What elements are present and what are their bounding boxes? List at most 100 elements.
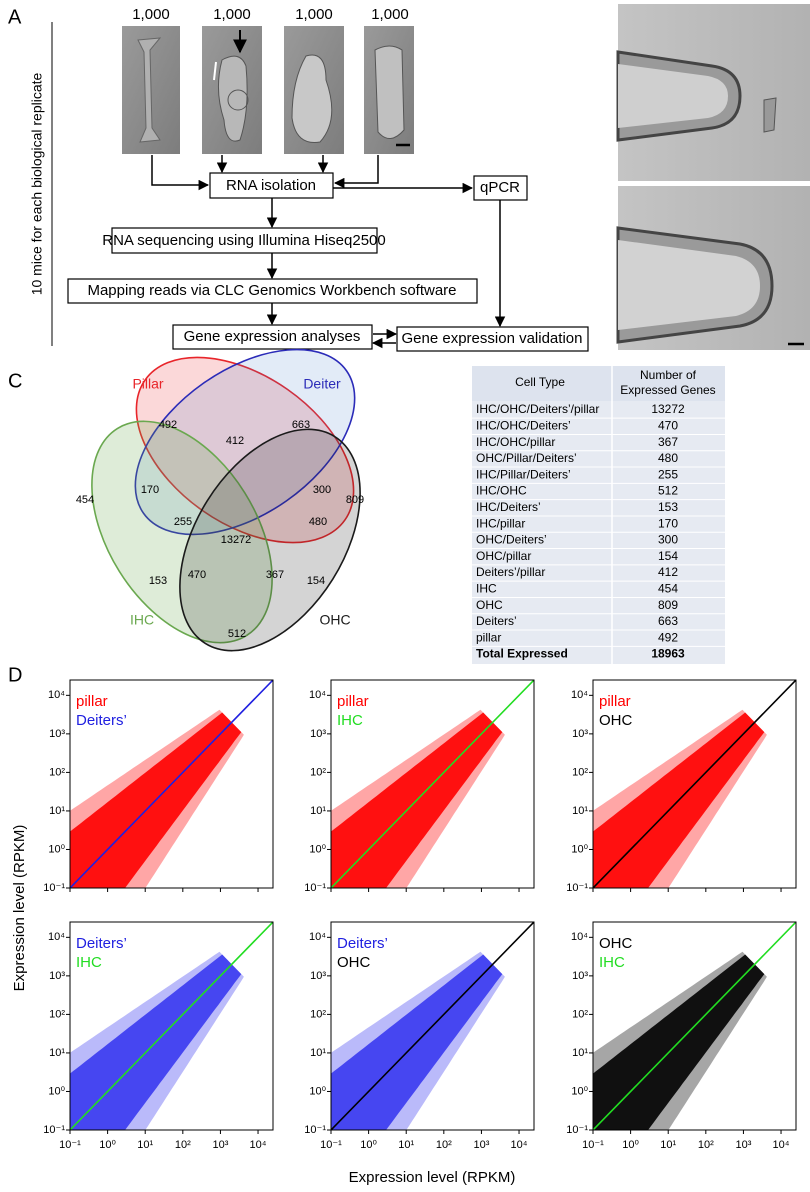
- table-cell: Deiters’/pillar: [476, 565, 545, 579]
- x-tick-label: 10⁰: [360, 1139, 377, 1151]
- venn-count: 412: [226, 435, 244, 447]
- venn-count: 454: [76, 494, 94, 506]
- flow-label: Gene expression analyses: [184, 328, 361, 345]
- x-tick-label: 10³: [473, 1139, 489, 1151]
- y-tick-label: 10²: [572, 1008, 588, 1020]
- venn-count: 663: [292, 419, 310, 431]
- table-header: Expressed Genes: [620, 383, 715, 397]
- venn-count: 367: [266, 569, 284, 581]
- venn-count: 153: [149, 575, 167, 587]
- x-tick-label: 10⁴: [773, 1139, 790, 1151]
- x-tick-label: 10²: [436, 1139, 452, 1151]
- table-cell: IHC/Deiters’: [476, 500, 541, 514]
- graphic: [618, 64, 728, 128]
- graphic: [227, 89, 249, 111]
- y-tick-label: 10⁰: [309, 1085, 326, 1097]
- x-tick-label: 10⁻¹: [320, 1139, 342, 1151]
- venn-set: [179, 428, 361, 652]
- y-tick-label: 10⁻¹: [304, 1124, 326, 1136]
- y-tick-label: 10²: [49, 1008, 65, 1020]
- venn-set-label: Pillar: [132, 376, 163, 392]
- table-cell: 454: [658, 581, 678, 595]
- panel-label: C: [8, 370, 22, 392]
- table-cell: pillar: [476, 630, 501, 644]
- table-cell: 255: [658, 467, 678, 481]
- y-tick-label: 10¹: [572, 1047, 588, 1059]
- flow-box: [473, 175, 528, 201]
- x-tick-label: 10⁻¹: [582, 1139, 604, 1151]
- table-cell: IHC/OHC/Deiters’: [476, 418, 571, 432]
- flow-label: Mapping reads via CLC Genomics Workbench…: [87, 282, 456, 299]
- flow-label: qPCR: [480, 179, 520, 196]
- flow-box: [172, 324, 373, 350]
- table-cell: IHC/pillar: [476, 516, 525, 530]
- flow-box: [209, 172, 334, 199]
- table-cell: 470: [658, 418, 678, 432]
- micrographs: [122, 26, 414, 154]
- y-tick-label: 10³: [49, 970, 65, 982]
- legend-label: OHC: [599, 712, 633, 729]
- flow-box: [396, 326, 589, 352]
- plot-frame: [69, 921, 274, 1131]
- scatter-plot: [593, 680, 796, 888]
- plot-frame: [330, 921, 535, 1131]
- table-total: 18963: [651, 647, 685, 661]
- table-cell: OHC: [476, 598, 503, 612]
- x-axis-label: Expression level (RPKM): [349, 1169, 516, 1186]
- table-cell: 154: [658, 549, 678, 563]
- y-tick-label: 10¹: [572, 805, 588, 817]
- venn-set-label: OHC: [319, 612, 350, 628]
- table-cell: OHC/Pillar/Deiters’: [476, 451, 577, 465]
- graphic: [472, 366, 725, 401]
- venn-set: [135, 356, 355, 544]
- table-cell: IHC/OHC/Deiters’/pillar: [476, 402, 599, 416]
- identity-line: [70, 922, 273, 1130]
- y-tick-label: 10⁴: [309, 689, 326, 701]
- venn-count: 512: [228, 628, 246, 640]
- table-frame: [472, 366, 725, 664]
- y-tick-label: 10⁴: [309, 931, 326, 943]
- venn-count: 13272: [221, 534, 252, 546]
- venn-count: 809: [346, 494, 364, 506]
- y-axis-label: Expression level (RPKM): [11, 825, 28, 992]
- table-cell: IHC: [476, 581, 497, 595]
- identity-line: [593, 680, 796, 888]
- y-tick-label: 10⁰: [48, 1085, 65, 1097]
- table-cell: 367: [658, 435, 678, 449]
- flow-box: [111, 227, 378, 254]
- cell-count: 1,000: [371, 6, 409, 23]
- venn-count: 492: [159, 419, 177, 431]
- panel-label: A: [8, 6, 22, 28]
- venn-set: [91, 420, 273, 644]
- table-cell: Deiters’: [476, 614, 517, 628]
- plot-frame: [592, 921, 797, 1131]
- y-tick-label: 10³: [49, 728, 65, 740]
- x-tick-label: 10¹: [398, 1139, 414, 1151]
- x-tick-label: 10⁻¹: [59, 1139, 81, 1151]
- plot-frame: [330, 679, 535, 889]
- venn-count: 154: [307, 575, 325, 587]
- table-cell: 512: [658, 484, 678, 498]
- table-cell: IHC/OHC/pillar: [476, 435, 555, 449]
- flow-label: RNA sequencing using Illumina Hiseq2500: [102, 232, 386, 249]
- table-cell: OHC/pillar: [476, 549, 531, 563]
- x-tick-label: 10⁰: [622, 1139, 639, 1151]
- table-cell: 492: [658, 630, 678, 644]
- x-tick-label: 10²: [698, 1139, 714, 1151]
- venn-set: [134, 348, 356, 536]
- flow-box: [67, 278, 478, 304]
- legend-label: pillar: [337, 693, 369, 710]
- flow-arrows: [151, 155, 506, 349]
- table-cell: 809: [658, 598, 678, 612]
- plot-frame: [69, 679, 274, 889]
- graphic: [213, 61, 217, 81]
- identity-line: [331, 680, 534, 888]
- y-tick-label: 10²: [310, 766, 326, 778]
- legend-label: IHC: [337, 712, 363, 729]
- legend-label: OHC: [337, 954, 371, 971]
- x-tick-label: 10⁰: [99, 1139, 116, 1151]
- table-header: Cell Type: [515, 375, 565, 389]
- legend-label: IHC: [599, 954, 625, 971]
- y-tick-label: 10³: [310, 728, 326, 740]
